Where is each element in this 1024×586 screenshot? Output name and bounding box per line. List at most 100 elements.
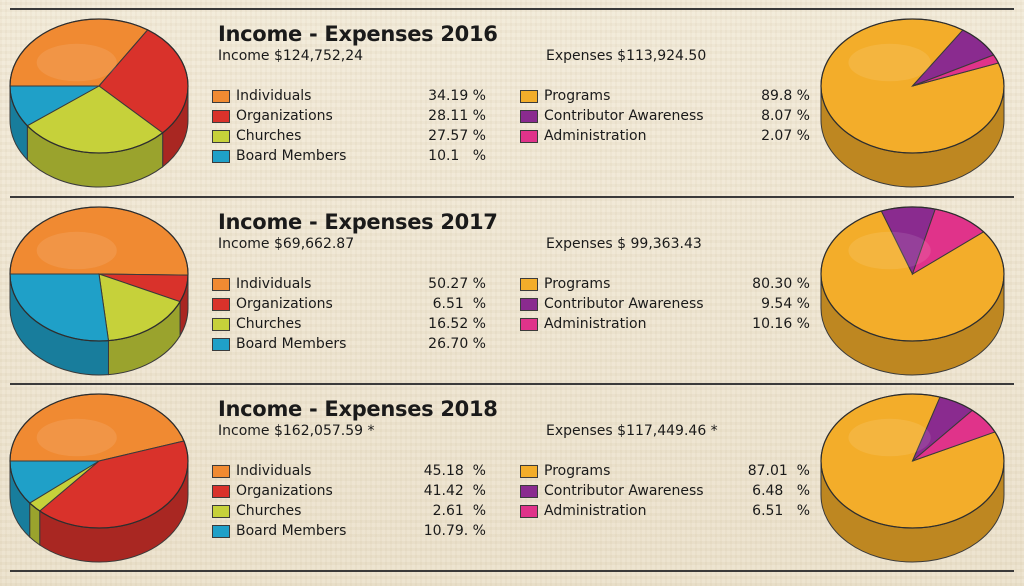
- legend-swatch: [212, 505, 230, 518]
- legend-item-churches: Churches 16.52 %: [212, 316, 486, 334]
- legend-swatch: [520, 90, 538, 103]
- legend-value: 27.57 %: [428, 128, 486, 144]
- legend-swatch: [520, 278, 538, 291]
- legend-value: 6.48 %: [752, 483, 810, 499]
- panel-2016: Income - Expenses 2016 Income $124,752,2…: [0, 10, 1024, 198]
- panel-title: Income - Expenses 2018: [218, 397, 498, 421]
- legend-item-board-members: Board Members 10.1 %: [212, 148, 486, 166]
- pie-rim: [9, 206, 189, 342]
- legend-value: 41.42 %: [423, 483, 486, 499]
- pie-highlight: [848, 43, 931, 82]
- legend-value: 89.8 %: [761, 88, 810, 104]
- legend-value: 6.51 %: [752, 503, 810, 519]
- legend-value: 9.54 %: [761, 296, 810, 312]
- income-total: Income $162,057.59 *: [218, 423, 375, 439]
- legend-value: 80.30 %: [752, 276, 810, 292]
- pie-highlight: [848, 418, 931, 457]
- expenses-total: Expenses $113,924.50: [546, 48, 707, 64]
- legend-label: Programs: [544, 276, 611, 292]
- pie-top: [820, 393, 1005, 529]
- top-divider: [10, 8, 1014, 10]
- expenses-pie-2017: [820, 206, 1005, 376]
- legend-item-programs: Programs 87.01 %: [520, 463, 810, 481]
- pie-top: [9, 393, 189, 529]
- legend-swatch: [212, 150, 230, 163]
- legend-label: Board Members: [236, 523, 347, 539]
- legend-item-board-members: Board Members 10.79. %: [212, 523, 486, 541]
- panel-2018: Income - Expenses 2018 Income $162,057.5…: [0, 385, 1024, 573]
- legend-value: 34.19 %: [428, 88, 486, 104]
- expenses-pie-2016: [820, 18, 1005, 188]
- legend-value: 8.07 %: [761, 108, 810, 124]
- pie-highlight: [848, 231, 931, 270]
- legend-value: 16.52 %: [428, 316, 486, 332]
- pie-top: [9, 206, 189, 342]
- income-total: Income $69,662.87: [218, 236, 355, 252]
- legend-label: Contributor Awareness: [544, 108, 704, 124]
- legend-label: Individuals: [236, 88, 312, 104]
- bottom-divider: [10, 570, 1014, 572]
- legend-swatch: [212, 298, 230, 311]
- legend-swatch: [212, 130, 230, 143]
- legend-value: 2.07 %: [761, 128, 810, 144]
- divider-2016-2017: [10, 196, 1014, 198]
- legend-label: Board Members: [236, 336, 347, 352]
- legend-value: 2.61 %: [432, 503, 486, 519]
- legend-item-programs: Programs 89.8 %: [520, 88, 810, 106]
- legend-label: Individuals: [236, 463, 312, 479]
- legend-label: Administration: [544, 503, 647, 519]
- pie-side-group: [9, 273, 189, 376]
- legend-label: Individuals: [236, 276, 312, 292]
- pie-highlight: [36, 43, 117, 82]
- legend-label: Administration: [544, 316, 647, 332]
- expenses-total: Expenses $117,449.46 *: [546, 423, 718, 439]
- legend-item-programs: Programs 80.30 %: [520, 276, 810, 294]
- legend-item-administration: Administration 2.07 %: [520, 128, 810, 146]
- pie-top: [820, 18, 1005, 154]
- pie-top: [820, 206, 1005, 342]
- legend-swatch: [520, 110, 538, 123]
- legend-label: Churches: [236, 316, 302, 332]
- legend-label: Programs: [544, 463, 611, 479]
- legend-item-churches: Churches 2.61 %: [212, 503, 486, 521]
- legend-swatch: [520, 130, 538, 143]
- legend-value: 10.1 %: [428, 148, 486, 164]
- legend-label: Churches: [236, 128, 302, 144]
- legend-value: 26.70 %: [428, 336, 486, 352]
- legend-swatch: [212, 278, 230, 291]
- pie-highlight: [36, 418, 117, 457]
- legend-swatch: [520, 485, 538, 498]
- legend-value: 10.79. %: [423, 523, 486, 539]
- legend-label: Board Members: [236, 148, 347, 164]
- legend-swatch: [212, 525, 230, 538]
- legend-swatch: [212, 110, 230, 123]
- pie-rim: [820, 206, 1005, 342]
- legend-value: 6.51 %: [432, 296, 486, 312]
- legend-item-individuals: Individuals 45.18 %: [212, 463, 486, 481]
- legend-item-organizations: Organizations 41.42 %: [212, 483, 486, 501]
- pie-top: [9, 18, 189, 154]
- pie-rim: [9, 393, 189, 529]
- legend-value: 28.11 %: [428, 108, 486, 124]
- panel-title: Income - Expenses 2017: [218, 210, 498, 234]
- panel-2017: Income - Expenses 2017 Income $69,662.87…: [0, 198, 1024, 386]
- legend-label: Programs: [544, 88, 611, 104]
- expenses-pie-2018: [820, 393, 1005, 563]
- divider-2017-2018: [10, 383, 1014, 385]
- legend-item-individuals: Individuals 50.27 %: [212, 276, 486, 294]
- income-pie-2017: [9, 206, 189, 376]
- pie-rim: [9, 18, 189, 154]
- legend-swatch: [212, 465, 230, 478]
- legend-value: 45.18 %: [423, 463, 486, 479]
- income-total: Income $124,752,24: [218, 48, 364, 64]
- legend-label: Contributor Awareness: [544, 483, 704, 499]
- legend-label: Organizations: [236, 108, 333, 124]
- legend-item-organizations: Organizations 28.11 %: [212, 108, 486, 126]
- legend-swatch: [212, 485, 230, 498]
- legend-item-board-members: Board Members 26.70 %: [212, 336, 486, 354]
- legend-item-contributor-awareness: Contributor Awareness 8.07 %: [520, 108, 810, 126]
- legend-value: 10.16 %: [752, 316, 810, 332]
- income-pie-2016: [9, 18, 189, 188]
- legend-swatch: [212, 338, 230, 351]
- income-pie-2018: [9, 393, 189, 563]
